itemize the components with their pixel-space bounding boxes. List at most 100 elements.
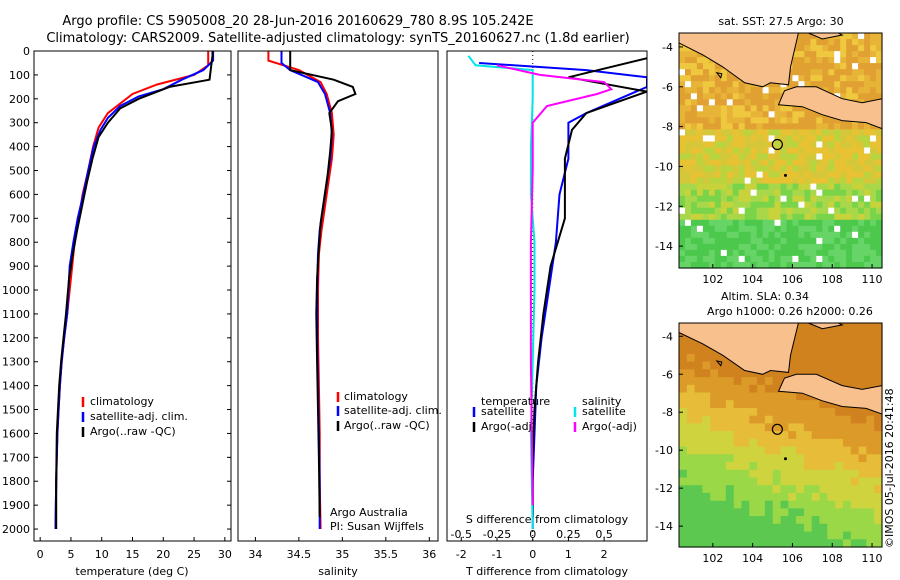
map-cell (714, 129, 722, 136)
map-cell (733, 508, 743, 517)
map-cell (708, 201, 716, 209)
map-cell (798, 135, 805, 142)
map-cell (850, 508, 860, 517)
y-tick-label: 700 (9, 212, 30, 225)
map-cell (757, 508, 766, 517)
map-cell (738, 129, 746, 136)
y-tick-label: 1500 (2, 404, 30, 417)
map-cell (788, 346, 797, 355)
map-cell (744, 117, 752, 124)
map-cell (840, 159, 847, 167)
map-cell (846, 249, 853, 257)
map-cell (846, 147, 853, 155)
map-cell (866, 353, 875, 363)
map-cell (843, 361, 852, 370)
map-cell (788, 469, 797, 479)
map-cell (762, 129, 770, 136)
map-cell (686, 384, 696, 394)
map-cell (843, 353, 852, 363)
map-cell (803, 516, 813, 525)
map-cell (694, 431, 703, 440)
map-cell (764, 423, 774, 432)
map-cell (804, 33, 811, 40)
map-cell (685, 81, 692, 88)
map-cell (696, 262, 704, 269)
map-cell (714, 81, 722, 88)
map-cell (762, 111, 770, 118)
map-cell (710, 353, 719, 363)
map-cell (679, 243, 686, 251)
map-cell (874, 492, 883, 502)
map-cell (788, 485, 797, 494)
map-cell (702, 201, 710, 209)
map-cell (772, 384, 782, 394)
map-cell (726, 177, 734, 185)
map-cell (870, 129, 877, 136)
map-cell (852, 129, 859, 136)
map-cell (749, 516, 758, 525)
map-cell (725, 523, 735, 533)
map-cell (840, 33, 847, 40)
map-cell (786, 231, 794, 239)
legend-temperature-header: temperature (481, 395, 550, 408)
map-cell (786, 111, 794, 118)
map-cell (786, 255, 794, 263)
map-cell (834, 45, 841, 52)
map-cell (828, 39, 835, 46)
map-cell (741, 500, 750, 509)
map-cell (876, 243, 883, 251)
map-cell (774, 129, 782, 136)
map-cell (749, 485, 758, 494)
map-cell (846, 75, 853, 82)
map-cell (803, 346, 813, 355)
map-cell (685, 225, 692, 233)
map-cell (858, 516, 867, 525)
map-cell (852, 51, 859, 58)
map-cell (774, 153, 782, 161)
map-cell (870, 93, 877, 100)
map-cell (710, 485, 719, 494)
map-cell (774, 171, 782, 179)
map-cell (798, 183, 805, 191)
map-cell (780, 147, 788, 155)
map-cell (702, 183, 710, 191)
map-cell (840, 165, 847, 173)
map-cell (822, 219, 829, 227)
map-cell (690, 105, 698, 112)
map-cell (764, 369, 774, 378)
map-cell (702, 99, 710, 106)
map-cell (834, 207, 841, 215)
map-cell (828, 63, 835, 70)
map-cell (744, 105, 752, 112)
map-cell (762, 135, 770, 142)
map-cell (679, 99, 686, 106)
map-cell (744, 159, 752, 167)
map-cell (874, 539, 883, 548)
map-cell (733, 500, 743, 509)
map-cell (840, 177, 847, 185)
map-cell (834, 159, 841, 167)
map-cell (796, 462, 805, 471)
map-cell (718, 492, 727, 502)
map-cell (798, 57, 805, 64)
map-cell (725, 454, 735, 463)
map-y-tick-label: -10 (655, 160, 673, 173)
map-cell (792, 147, 799, 155)
x-tick-label: 1 (565, 548, 572, 561)
map-cell (764, 508, 774, 517)
map-cell (828, 225, 835, 233)
map-cell (780, 183, 788, 191)
map-cell (732, 262, 740, 269)
map-cell (852, 231, 859, 239)
map-cell (852, 243, 859, 251)
map-cell (679, 492, 688, 502)
map-cell (786, 141, 794, 149)
map-cell (708, 171, 716, 179)
map-cell (756, 165, 764, 173)
map-cell (835, 338, 844, 347)
map-cell (835, 361, 844, 370)
map-cell (744, 213, 752, 221)
map-cell (757, 454, 766, 463)
map-cell (788, 369, 797, 378)
map-cell (679, 81, 686, 88)
